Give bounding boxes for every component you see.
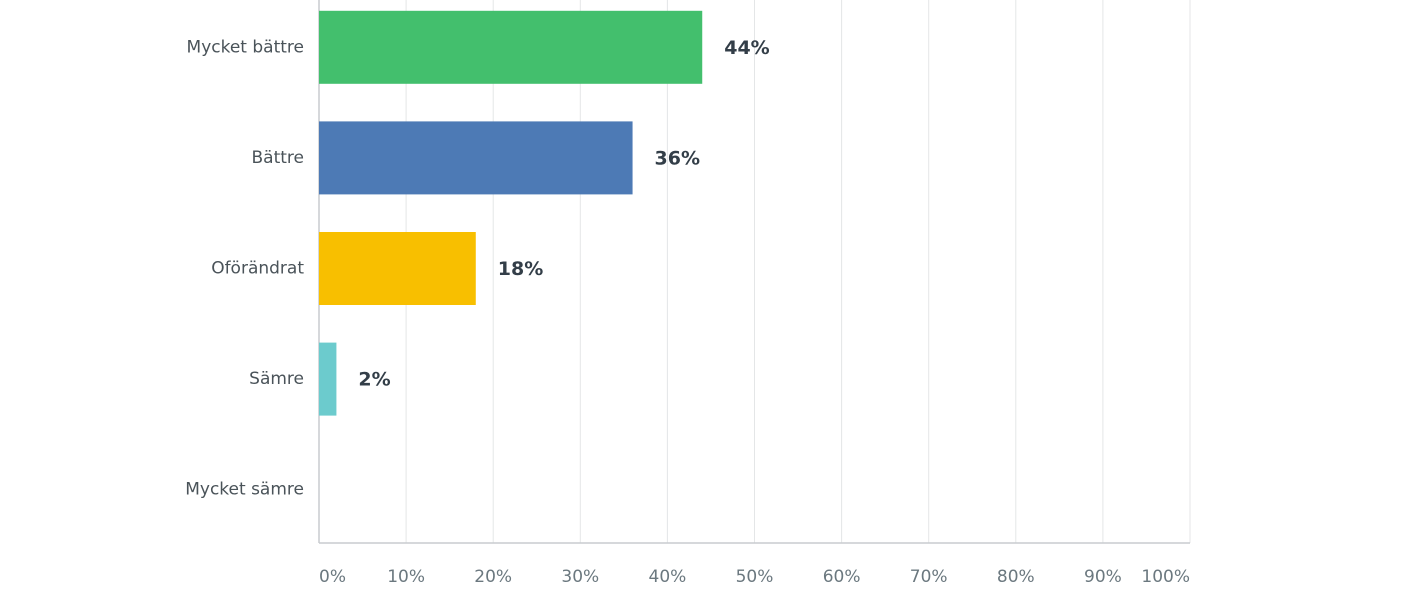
data-label: 2%	[358, 369, 390, 391]
x-tick-label: 100%	[1141, 567, 1190, 587]
x-tick-label: 50%	[736, 567, 774, 587]
x-tick-label: 90%	[1084, 567, 1122, 587]
x-tick-label: 20%	[474, 567, 512, 587]
bar	[319, 342, 337, 416]
data-label: 36%	[655, 147, 700, 169]
data-label: 44%	[724, 37, 769, 59]
y-tick-label: Sämre	[249, 369, 304, 389]
x-tick-label: 70%	[910, 567, 948, 587]
x-tick-label: 40%	[649, 567, 687, 587]
y-tick-label: Mycket sämre	[185, 480, 304, 500]
x-tick-label: 80%	[997, 567, 1035, 587]
x-tick-label: 0%	[319, 567, 346, 587]
bar	[319, 121, 633, 195]
x-tick-label: 30%	[561, 567, 599, 587]
y-tick-label: Bättre	[252, 148, 305, 168]
x-tick-label: 60%	[823, 567, 861, 587]
data-label: 18%	[498, 258, 543, 280]
bar	[319, 10, 703, 84]
y-tick-label: Mycket bättre	[187, 37, 304, 57]
y-tick-label: Oförändrat	[211, 259, 304, 279]
bar	[319, 232, 476, 305]
x-tick-label: 10%	[387, 567, 425, 587]
